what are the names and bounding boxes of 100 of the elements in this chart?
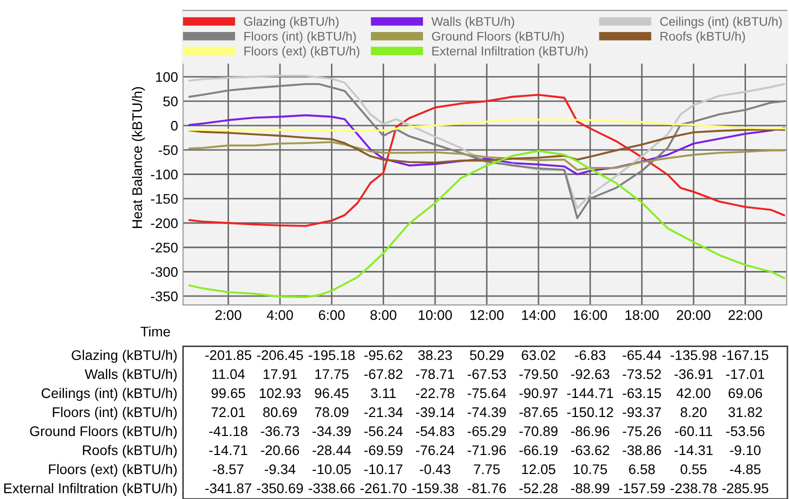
- text: -75.26: [622, 426, 661, 436]
- text: -76.24: [416, 445, 454, 456]
- text: 72.01: [212, 407, 245, 418]
- text: -63.62: [571, 445, 610, 456]
- text: -38.86: [622, 445, 661, 456]
- text: -21.34: [364, 407, 403, 418]
- legend-label: Walls (kBTU/h): [431, 16, 514, 28]
- y-tick-label: -100: [151, 170, 178, 180]
- text: 63.02: [522, 350, 556, 360]
- text: Ground Floors (kBTU/h): [30, 426, 177, 439]
- line-series: [188, 114, 786, 176]
- text: -201.85: [205, 350, 252, 360]
- text: -6.83: [574, 350, 606, 360]
- x-axis-title: Time: [140, 326, 170, 337]
- text: -22.78: [416, 388, 454, 398]
- text: Walls (kBTU/h): [84, 368, 177, 382]
- y-tick-label: -150: [151, 194, 178, 204]
- text: Roofs (kBTU/h): [82, 444, 177, 458]
- text: -56.24: [364, 426, 403, 436]
- x-tick-label: 10:00: [418, 310, 452, 320]
- text: -73.52: [622, 369, 661, 380]
- text: -195.18: [308, 350, 355, 360]
- text: -67.82: [364, 369, 402, 380]
- text: 78.09: [315, 407, 348, 418]
- x-tick-label: 4:00: [266, 310, 293, 320]
- text: -78.71: [416, 369, 454, 380]
- text: -34.39: [312, 426, 351, 436]
- text: 7.75: [474, 464, 500, 474]
- text: 69.06: [728, 388, 762, 398]
- y-tick-label: -300: [151, 267, 178, 277]
- text: -261.70: [360, 483, 406, 494]
- legend-label: Glazing (kBTU/h): [244, 16, 338, 28]
- text: -14.31: [674, 445, 713, 456]
- x-tick-label: 18:00: [626, 310, 659, 320]
- y-tick-label: 50: [163, 96, 178, 106]
- legend-label: Roofs (kBTU/h): [660, 32, 745, 44]
- text: -65.44: [622, 350, 662, 360]
- text: -69.59: [364, 445, 402, 456]
- text: -206.45: [257, 350, 303, 360]
- text: 80.69: [263, 407, 297, 418]
- text: -10.05: [312, 464, 351, 474]
- text: -54.83: [416, 426, 454, 436]
- text: -150.12: [567, 407, 614, 418]
- text: -28.44: [312, 445, 351, 456]
- text: -53.56: [726, 426, 764, 436]
- y-axis-title: Heat Balance (kBTU/h): [132, 87, 145, 228]
- text: -238.78: [670, 483, 717, 494]
- text: -81.76: [468, 483, 506, 494]
- text: -157.59: [618, 483, 665, 494]
- text: -9.10: [730, 445, 761, 456]
- legend-label: External Infiltration (kBTU/h): [432, 46, 588, 58]
- text: -71.96: [468, 445, 506, 456]
- text: -36.91: [674, 369, 713, 380]
- text: -9.34: [264, 464, 296, 474]
- text: -75.64: [468, 388, 506, 398]
- text: -90.97: [519, 388, 558, 398]
- text: -20.66: [260, 445, 300, 456]
- text: -93.37: [622, 407, 661, 418]
- text: 50.29: [470, 350, 504, 360]
- text: -63.15: [622, 388, 661, 398]
- line-series: [188, 150, 786, 298]
- text: -66.19: [519, 445, 558, 456]
- text: 31.82: [728, 407, 762, 418]
- text: -41.18: [209, 426, 248, 436]
- legend-label: Ceilings (int) (kBTU/h): [660, 16, 782, 28]
- text: -135.98: [670, 350, 717, 360]
- text: 10.75: [574, 464, 607, 474]
- text: 12.05: [522, 464, 556, 474]
- text: Ceilings (int) (kBTU/h): [42, 388, 177, 401]
- legend-label: Ground Floors (kBTU/h): [432, 32, 564, 44]
- text: -0.43: [420, 464, 450, 474]
- text: 0.55: [680, 464, 707, 474]
- x-tick-label: 22:00: [728, 310, 762, 320]
- text: -4.85: [730, 464, 761, 474]
- text: 42.00: [676, 388, 710, 398]
- y-tick-label: -250: [151, 242, 178, 253]
- text: Floors (int) (kBTU/h): [52, 406, 177, 420]
- text: 6.58: [629, 464, 655, 474]
- text: -338.66: [308, 483, 355, 494]
- text: -70.89: [519, 426, 558, 436]
- text: Glazing (kBTU/h): [72, 350, 177, 363]
- text: -67.53: [468, 369, 506, 380]
- x-tick-label: 12:00: [470, 310, 504, 320]
- line-series: [188, 118, 786, 132]
- x-tick-label: 8:00: [370, 310, 396, 320]
- text: 17.91: [264, 369, 297, 380]
- text: 102.93: [260, 388, 301, 398]
- text: 3.11: [370, 388, 396, 398]
- line-series: [188, 128, 786, 164]
- text: -52.28: [519, 483, 558, 494]
- text: 96.45: [314, 388, 348, 398]
- y-tick-label: 0: [171, 120, 178, 131]
- text: -159.38: [412, 483, 458, 494]
- text: 8.20: [680, 407, 707, 418]
- text: -79.50: [519, 369, 558, 380]
- y-tick-label: -50: [158, 145, 178, 156]
- text: -92.63: [571, 369, 610, 380]
- text: -341.87: [205, 483, 252, 494]
- text: -8.57: [213, 464, 244, 474]
- x-tick-label: 16:00: [574, 310, 608, 320]
